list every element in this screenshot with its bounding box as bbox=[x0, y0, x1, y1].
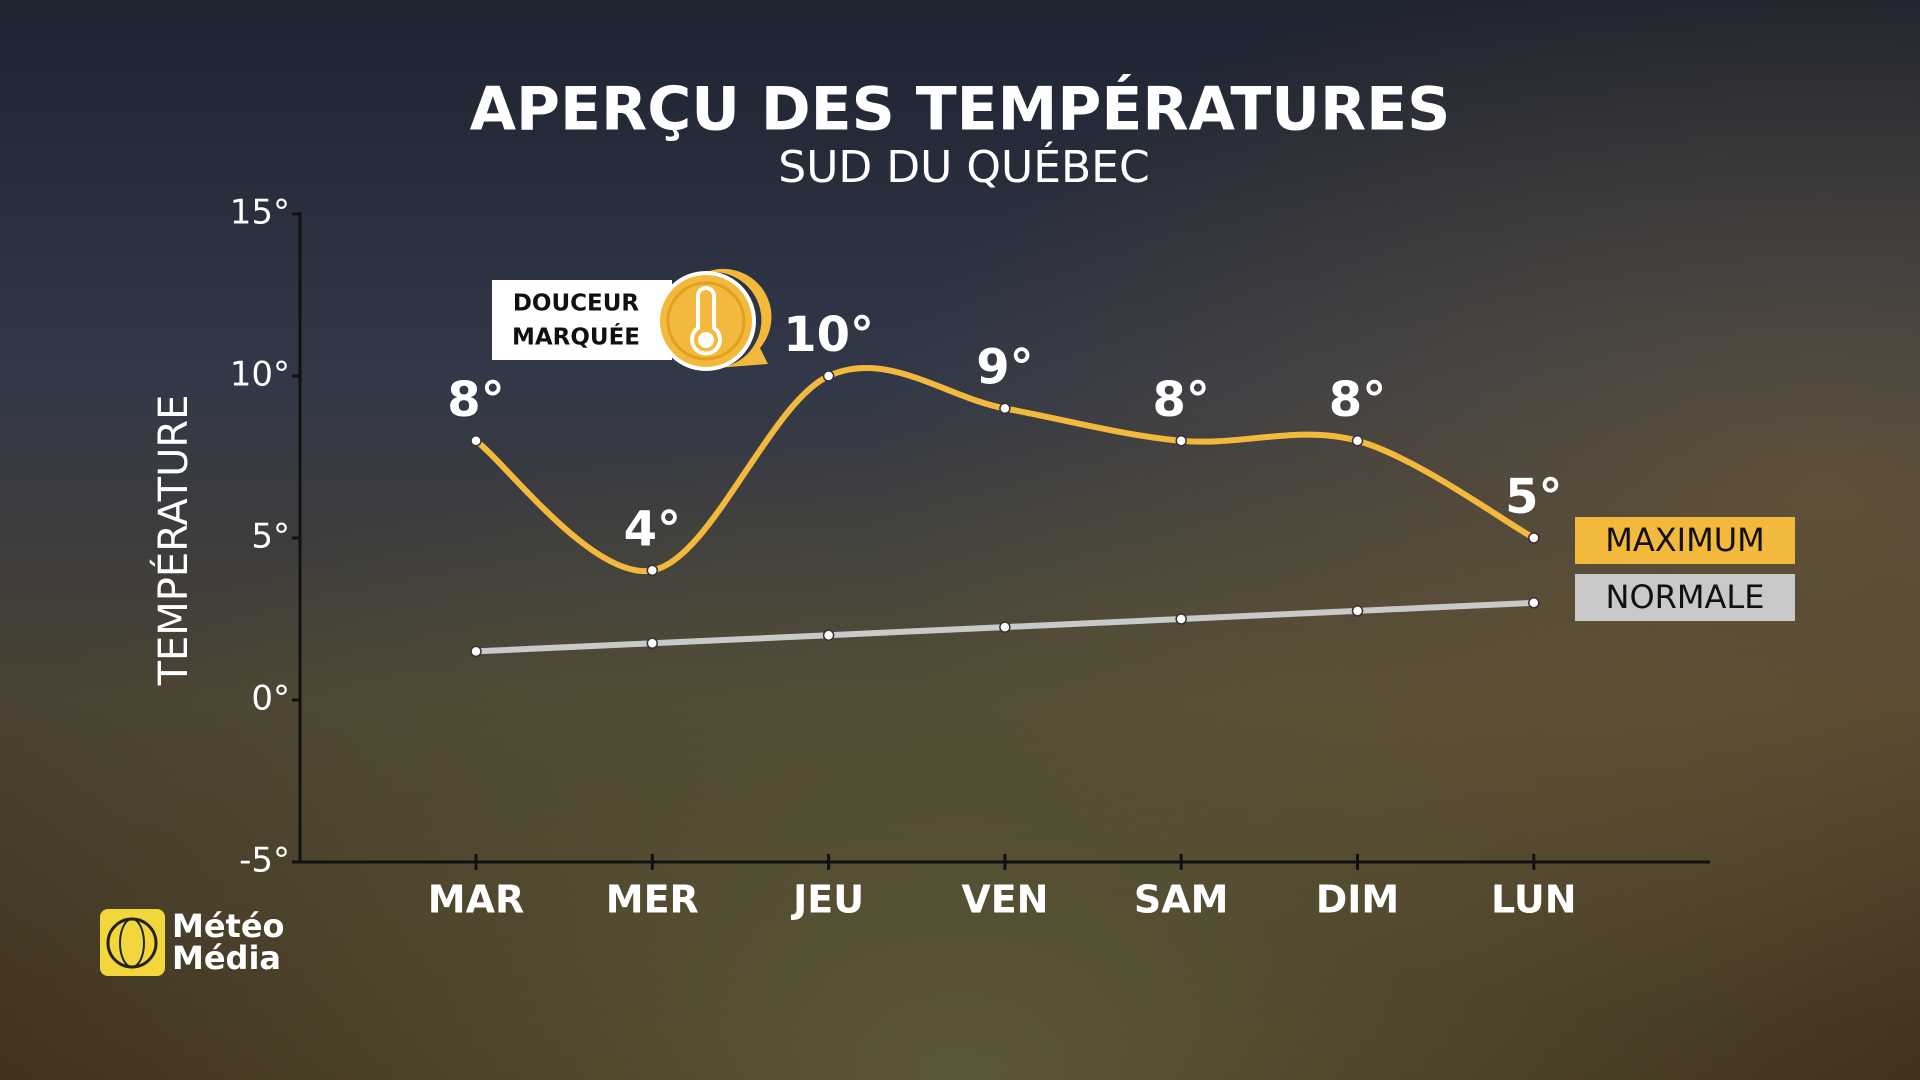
thermometer-bulb bbox=[698, 332, 714, 348]
data-point bbox=[1528, 532, 1540, 544]
data-point bbox=[646, 564, 659, 577]
logo-globe bbox=[119, 918, 145, 968]
data-label: 9° bbox=[976, 339, 1033, 395]
data-point bbox=[470, 645, 482, 658]
data-point bbox=[999, 621, 1011, 633]
y-tick-label: 5° bbox=[251, 517, 290, 557]
legend-swatch bbox=[1575, 574, 1795, 621]
y-tick-label: 0° bbox=[251, 679, 290, 719]
x-tick-label: JEU bbox=[790, 878, 864, 922]
data-point bbox=[822, 629, 835, 641]
data-label: 8° bbox=[1329, 372, 1386, 428]
x-tick-label: SAM bbox=[1134, 878, 1229, 922]
data-point bbox=[1351, 435, 1364, 447]
data-label: 8° bbox=[447, 372, 504, 428]
annotation-badge-tail bbox=[704, 268, 772, 368]
data-point bbox=[1175, 613, 1187, 625]
logo: Météo Média bbox=[100, 907, 285, 977]
legend-label: MAXIMUM bbox=[1605, 521, 1765, 559]
data-label: 10° bbox=[783, 307, 874, 363]
x-tick-label: VEN bbox=[961, 878, 1048, 922]
y-tick-label: 10° bbox=[230, 355, 290, 395]
legend-swatch bbox=[1575, 517, 1795, 564]
chart-subtitle: SUD DU QUÉBEC bbox=[778, 140, 1149, 193]
data-label: 4° bbox=[624, 501, 681, 557]
logo-text: Météo bbox=[172, 907, 285, 945]
x-tick-label: LUN bbox=[1491, 878, 1577, 922]
annotation-box bbox=[492, 280, 672, 360]
data-point bbox=[470, 435, 482, 447]
y-tick-label: 15° bbox=[230, 193, 290, 233]
data-point bbox=[1175, 435, 1187, 447]
x-tick-label: DIM bbox=[1316, 878, 1400, 922]
legend-label: NORMALE bbox=[1606, 578, 1765, 616]
annotation-badge-ring bbox=[666, 281, 746, 361]
x-tick-label: MAR bbox=[428, 878, 524, 922]
data-point bbox=[999, 402, 1011, 415]
data-point bbox=[1351, 605, 1364, 617]
annotation-text: MARQUÉE bbox=[512, 323, 640, 351]
annotation: DOUCEUR MARQUÉE bbox=[492, 268, 772, 371]
data-point bbox=[646, 637, 659, 650]
data-label: 8° bbox=[1152, 372, 1209, 428]
chart-title: APERÇU DES TEMPÉRATURES bbox=[470, 73, 1451, 145]
data-point bbox=[822, 370, 835, 382]
data-point bbox=[1528, 597, 1540, 609]
thermometer-icon bbox=[690, 286, 722, 356]
logo-text: Média bbox=[172, 939, 281, 977]
y-tick-label: -5° bbox=[239, 841, 290, 881]
y-axis-label: TEMPÉRATURE bbox=[149, 395, 197, 687]
data-label: 5° bbox=[1505, 469, 1562, 525]
annotation-badge bbox=[656, 271, 756, 371]
x-tick-label: MER bbox=[606, 878, 699, 922]
annotation-text: DOUCEUR bbox=[513, 291, 640, 317]
